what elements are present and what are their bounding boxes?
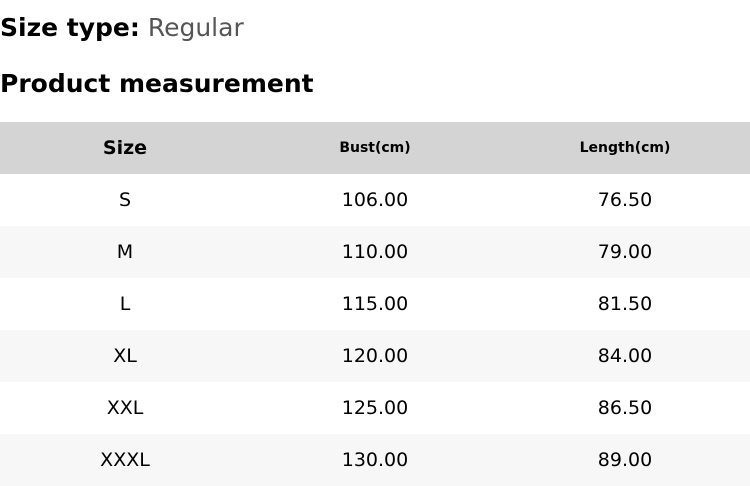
table-row: S 106.00 76.50 bbox=[0, 174, 750, 226]
header-length: Length(cm) bbox=[579, 140, 671, 156]
cell-bust: 115.00 bbox=[341, 293, 409, 315]
cell-size: L bbox=[119, 293, 131, 315]
table-header-row: Size Bust(cm) Length(cm) bbox=[0, 122, 750, 174]
measurement-table: Size Bust(cm) Length(cm) S 106.00 76.50 M 11… bbox=[0, 122, 750, 486]
cell-bust: 120.00 bbox=[341, 345, 409, 367]
cell-size: XXL bbox=[106, 397, 144, 419]
cell-size: M bbox=[116, 241, 134, 263]
cell-bust: 130.00 bbox=[341, 449, 409, 471]
table-row: L 115.00 81.50 bbox=[0, 278, 750, 330]
size-type-value: Regular bbox=[147, 13, 244, 42]
table-row: XXL 125.00 86.50 bbox=[0, 382, 750, 434]
cell-length: 76.50 bbox=[597, 189, 653, 211]
section-title: Product measurement bbox=[0, 69, 314, 98]
cell-bust: 110.00 bbox=[341, 241, 409, 263]
header-bust: Bust(cm) bbox=[339, 140, 411, 156]
size-type-label: Size type: bbox=[0, 13, 140, 42]
header-size: Size bbox=[102, 137, 148, 159]
cell-length: 79.00 bbox=[597, 241, 653, 263]
size-type: Size type: Regular bbox=[0, 10, 244, 46]
cell-length: 84.00 bbox=[597, 345, 653, 367]
cell-length: 86.50 bbox=[597, 397, 653, 419]
cell-length: 81.50 bbox=[597, 293, 653, 315]
table-row: XXXL 130.00 89.00 bbox=[0, 434, 750, 486]
cell-bust: 106.00 bbox=[341, 189, 409, 211]
cell-size: XL bbox=[113, 345, 137, 367]
cell-bust: 125.00 bbox=[341, 397, 409, 419]
table-row: M 110.00 79.00 bbox=[0, 226, 750, 278]
cell-size: S bbox=[118, 189, 132, 211]
cell-size: XXXL bbox=[100, 449, 150, 471]
table-row: XL 120.00 84.00 bbox=[0, 330, 750, 382]
cell-length: 89.00 bbox=[597, 449, 653, 471]
